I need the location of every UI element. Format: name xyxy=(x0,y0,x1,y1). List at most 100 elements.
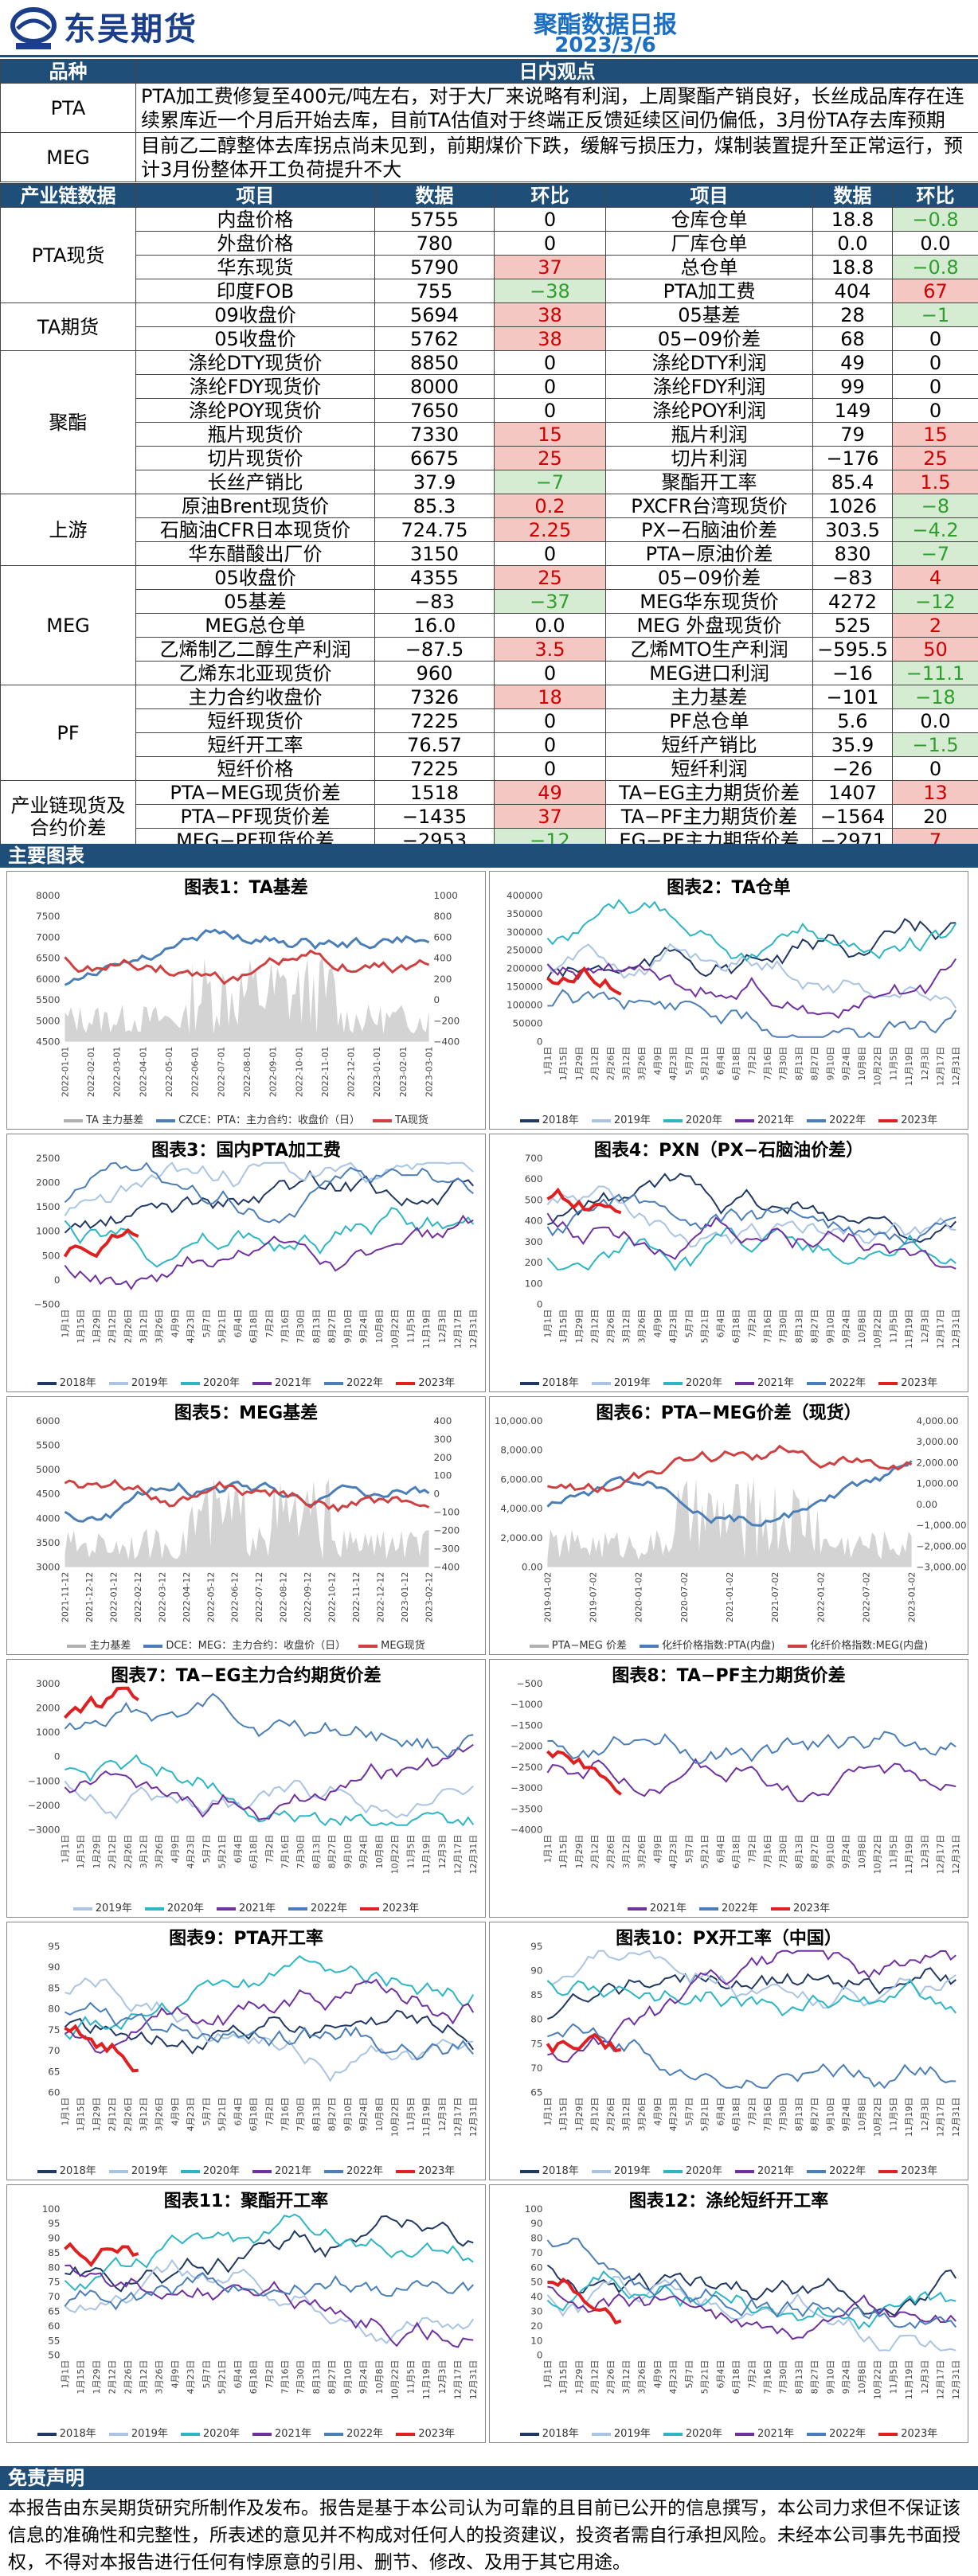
x-tick-label: 4月9日 xyxy=(652,1047,663,1075)
x-tick-label: 2022-09-01 xyxy=(268,1047,279,1097)
item-change: 67 xyxy=(893,279,978,303)
x-tick-label: 12月17日 xyxy=(935,1835,945,1875)
series-line xyxy=(65,1755,473,1825)
y-tick-label: −3500 xyxy=(511,1803,542,1814)
item-name: 总仓单 xyxy=(606,256,813,279)
x-tick-label: 2022-06-12 xyxy=(230,1572,241,1622)
item-name: 瓶片现货价 xyxy=(136,423,375,447)
item-value: 8850 xyxy=(375,351,495,375)
item-value: 1026 xyxy=(813,494,893,518)
y-tick-label: 95 xyxy=(48,2218,60,2229)
series-line xyxy=(547,1186,956,1247)
group-label: PTA现货 xyxy=(1,208,136,303)
x-tick-label: 2022-08-12 xyxy=(279,1572,289,1622)
y2-tick-label: 100 xyxy=(434,1470,452,1481)
x-tick-label: 9月10日 xyxy=(825,1835,835,1869)
y-tick-label: 1000 xyxy=(36,1226,60,1237)
x-tick-label: 5月21日 xyxy=(217,1309,228,1344)
view-header-variety: 品种 xyxy=(1,60,136,84)
x-tick-label: 12月31日 xyxy=(468,1309,479,1349)
legend-label: 2020年 xyxy=(686,1114,722,1126)
legend-label: 2023年 xyxy=(901,2428,937,2440)
item-name: PF总仓单 xyxy=(606,709,813,733)
y-tick-label: 4500 xyxy=(36,1489,60,1500)
x-tick-label: 4月23日 xyxy=(668,1309,679,1344)
x-tick-label: 2月26日 xyxy=(605,2098,616,2132)
item-name: PTA加工费 xyxy=(606,279,813,303)
legend-item: 2021年 xyxy=(735,1377,794,1389)
item-name: MEG 外盘现货价 xyxy=(606,614,813,638)
x-tick-label: 9月24日 xyxy=(841,1309,851,1344)
item-name: 仓库仓单 xyxy=(606,208,813,232)
item-name: 短纤现货价 xyxy=(136,709,375,733)
x-tick-label: 5月7日 xyxy=(684,1309,694,1338)
x-tick-label: 1月29日 xyxy=(92,1309,102,1344)
y-tick-label: 90 xyxy=(530,2218,542,2229)
legend-swatch-icon xyxy=(735,2433,754,2436)
x-tick-label: 2月12日 xyxy=(108,1309,118,1344)
x-tick-label: 5月7日 xyxy=(201,1835,212,1864)
legend-swatch-icon xyxy=(396,1382,415,1385)
x-tick-label: 1月15日 xyxy=(76,1835,86,1869)
item-value: 37.9 xyxy=(375,470,495,494)
item-value: 525 xyxy=(813,614,893,638)
y-tick-label: 500 xyxy=(42,1250,61,1261)
item-name: 05基差 xyxy=(136,590,375,614)
legend-label: 2019年 xyxy=(131,2165,168,2177)
y-tick-label: 90 xyxy=(48,1961,60,1973)
legend-swatch-icon xyxy=(592,2433,611,2436)
item-change: 0 xyxy=(495,542,606,566)
legend-item: 2020年 xyxy=(145,1903,204,1914)
item-value: 724.75 xyxy=(375,518,495,542)
x-tick-label: 8月27日 xyxy=(810,2098,820,2132)
item-name: 乙烯MTO生产利润 xyxy=(606,638,813,662)
item-name: MEG总仓单 xyxy=(136,614,375,638)
y2-tick-label: −300 xyxy=(434,1544,460,1555)
item-name: 短纤产销比 xyxy=(606,733,813,757)
x-tick-label: 9月24日 xyxy=(841,1047,851,1081)
legend-swatch-icon xyxy=(628,1907,647,1911)
x-tick-label: 2023-03-01 xyxy=(424,1047,435,1097)
y-tick-label: 0 xyxy=(54,1274,61,1286)
legend-item: 2019年 xyxy=(592,1377,651,1389)
group-label: 上游 xyxy=(1,494,136,566)
brand-name: 东吴期货 xyxy=(64,3,198,49)
item-value: 7225 xyxy=(375,757,495,781)
x-tick-label: 12月3日 xyxy=(920,2360,930,2395)
item-name: PTA−原油价差 xyxy=(606,542,813,566)
x-tick-label: 11月5日 xyxy=(888,2360,898,2395)
x-tick-label: 9月24日 xyxy=(358,1309,369,1344)
y2-tick-label: 0 xyxy=(434,1489,440,1500)
item-change: 0 xyxy=(495,757,606,781)
item-name: PTA−MEG现货价差 xyxy=(136,781,375,805)
item-value: 79 xyxy=(813,423,893,447)
y-tick-label: 75 xyxy=(530,2038,542,2049)
view-variety: PTA xyxy=(1,84,136,133)
legend-label: 2021年 xyxy=(757,2165,794,2177)
x-tick-label: 12月31日 xyxy=(951,1835,961,1875)
legend-item: 2022年 xyxy=(807,1377,866,1389)
item-name: TA−PF主力期货价差 xyxy=(606,805,813,829)
series-line xyxy=(65,1163,473,1216)
x-tick-label: 7月2日 xyxy=(747,1309,757,1338)
x-tick-label: 10月22日 xyxy=(390,1835,401,1875)
item-value: −176 xyxy=(813,447,893,470)
x-tick-label: 7月30日 xyxy=(778,1047,788,1081)
x-tick-label: 8月27日 xyxy=(810,1047,820,1081)
item-change: 0.0 xyxy=(893,232,978,256)
group-label: PF xyxy=(1,685,136,781)
item-value: −595.5 xyxy=(813,638,893,662)
x-tick-label: 6月18日 xyxy=(731,1835,741,1869)
legend-swatch-icon xyxy=(592,2170,611,2173)
legend-swatch-icon xyxy=(252,2433,272,2436)
legend-label: TA现货 xyxy=(395,1114,428,1126)
column-header: 数据 xyxy=(813,184,893,208)
legend-label: 2020年 xyxy=(686,2428,722,2440)
x-tick-label: 9月10日 xyxy=(342,1835,353,1869)
y-tick-label: 65 xyxy=(48,2305,60,2316)
y-tick-label: 5500 xyxy=(36,1439,60,1450)
legend-item: 2020年 xyxy=(663,1377,722,1389)
chart-plot: 4000003500003000002500002000001500001000… xyxy=(490,872,968,1129)
